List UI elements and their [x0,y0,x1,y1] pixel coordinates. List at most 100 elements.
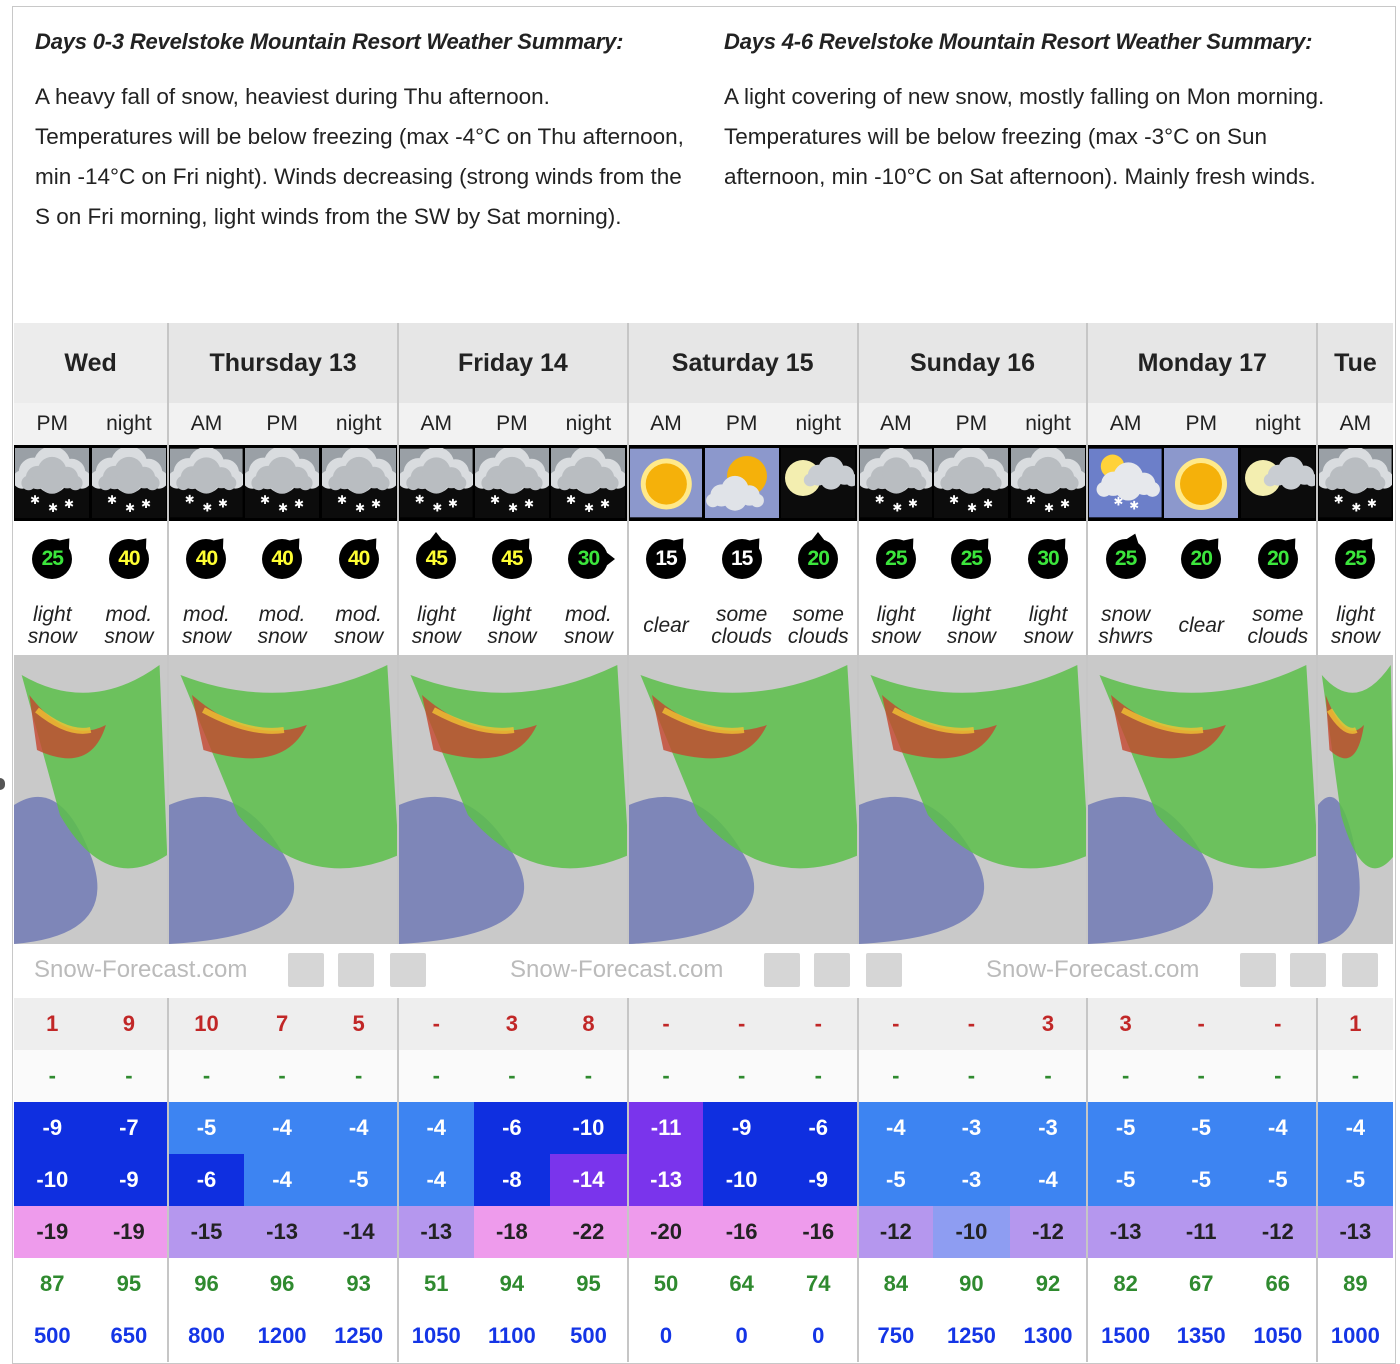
svg-text:✱: ✱ [1044,501,1054,515]
snow-cloud-icon: ✱ ✱ ✱ [1319,448,1392,518]
snow-amount: - [737,1011,746,1036]
wind-speed-badge: 15 [721,538,762,579]
weather-icon-cell: ✱ ✱ ✱ [396,445,474,521]
weather-word: snow [946,625,996,648]
day-header: Wed [14,323,168,403]
day-header: Tue [1316,323,1393,403]
wind-speed: 20 [807,547,830,570]
weather-word: light [876,603,916,626]
arrow-down-icon[interactable] [338,953,374,987]
weather-word: snow [104,625,154,648]
wind-direction-arrow-icon [364,538,377,550]
weather-word: light [1028,603,1068,626]
rain-amount: - [814,1063,822,1088]
weather-word: snow [411,625,461,648]
freezing-level-row: 500 650 800 1200 1250 1050 1100 500 0 0 0 750 1250 13… [14,1310,1393,1362]
freezing-level: 1200 [257,1323,307,1348]
arrow-down-icon[interactable] [814,953,850,987]
min-temp: -5 [1162,1154,1240,1206]
weather-word: mod. [183,603,230,626]
map-credit-label: Snow-Forecast.com [510,956,724,983]
wind-speed: 20 [1190,547,1213,570]
wind-speed: 25 [960,547,983,570]
snow-map-image[interactable] [1316,655,1393,944]
period-label: night [335,412,382,435]
radar-map-graphic [1088,655,1317,944]
scroll-handle[interactable] [0,778,5,790]
snow-map-image[interactable] [14,655,168,944]
weather-word: snow [487,625,537,648]
weather-icon-cell [780,445,857,521]
snow-map-image[interactable] [1086,655,1317,944]
wind-cell: 30 [1010,521,1087,597]
wind-chill: -12 [856,1206,934,1258]
weather-icon-cell [1163,445,1240,521]
cloud-layer-icon[interactable] [1240,953,1276,987]
svg-text:✱: ✱ [949,493,959,507]
summary-days-4-6: Days 4-6 Revelstoke Mountain Resort Weat… [724,29,1374,197]
min-temp: -6 [167,1154,244,1206]
wind-cell: 25 [1316,521,1393,597]
wind-chill: -16 [779,1206,857,1258]
svg-text:✱: ✱ [874,493,884,507]
wind-cell: 40 [244,521,321,597]
weather-word: clouds [711,625,772,648]
weather-text-row: light snow mod. snow mod. snow mod. snow mod. sno… [14,597,1393,655]
max-temp: -4 [396,1102,474,1154]
weather-icon-cell [1240,445,1317,521]
weather-description: clear [1163,597,1240,655]
snowflake-icon[interactable] [390,953,426,987]
snow-amount: - [856,998,934,1050]
map-credit-row: Snow-Forecast.com Snow-Forecast.com Snow-F… [14,944,1394,998]
snow-amount: - [1197,1011,1205,1036]
wind-direction-arrow-icon [429,532,444,541]
wind-chill: -13 [396,1206,474,1258]
freezing-level: 1050 [396,1310,474,1362]
wind-speed-badge: 20 [1181,538,1222,579]
humidity-value: 95 [576,1271,601,1296]
humidity-value: 87 [40,1271,65,1296]
snow-map-image[interactable] [167,655,397,944]
snowflake-icon[interactable] [1342,953,1378,987]
snow-map-image[interactable] [626,655,857,944]
arrow-down-icon[interactable] [1290,953,1326,987]
max-temp: -10 [550,1102,627,1154]
snow-map-image[interactable] [856,655,1087,944]
wind-direction-arrow-icon [977,538,989,550]
svg-text:✱: ✱ [566,493,576,507]
cloud-layer-icon[interactable] [288,953,324,987]
max-temp: -5 [1086,1102,1163,1154]
wind-cell: 40 [91,521,168,597]
svg-text:✱: ✱ [107,493,117,507]
weather-word: light [417,603,456,626]
period-label: AM [856,403,934,445]
humidity-value: 96 [269,1271,295,1296]
period-label: night [565,412,612,435]
snow-map-image[interactable] [397,655,627,944]
weather-word: clouds [787,625,849,648]
wind-chill: -13 [1316,1206,1393,1258]
weather-icon-cell: ✱ ✱ ✱ [14,445,91,521]
rain-amount: - [1274,1063,1282,1088]
wind-speed-badge: 45 [491,538,532,579]
svg-text:✱: ✱ [1114,495,1124,509]
cloud-layer-icon[interactable] [764,953,800,987]
svg-text:✱: ✱ [1026,493,1036,507]
weather-description: clear [626,597,704,655]
wind-chill: -16 [703,1206,780,1258]
snow-cloud-icon: ✱ ✱ ✱ [91,448,166,518]
period-label: night [1025,412,1071,435]
weather-description: light snow [1010,597,1087,655]
weather-description: light snow [14,597,91,655]
rain-amount: - [278,1063,286,1088]
svg-text:✱: ✱ [260,493,270,507]
weather-word: clear [1178,614,1224,637]
weather-word: snow [334,625,384,648]
snow-map-row[interactable] [14,655,1394,944]
humidity-value: 95 [116,1271,142,1296]
snowflake-icon[interactable] [866,953,902,987]
period-label: night [106,412,152,435]
humidity-value: 66 [1265,1271,1291,1296]
svg-text:✱: ✱ [448,497,458,511]
weather-word: snow [871,625,921,648]
